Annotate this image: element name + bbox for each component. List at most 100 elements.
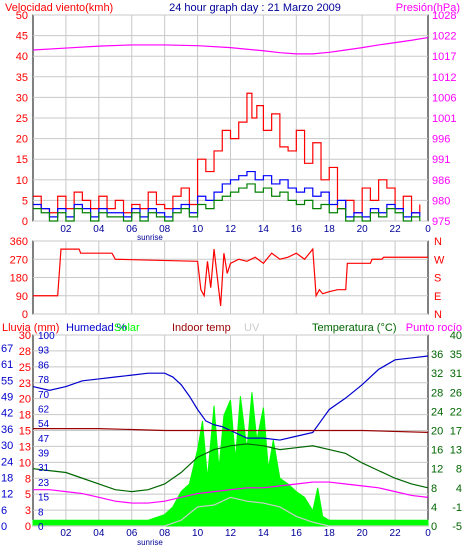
dewpoint-y-tick: 32 [431,368,443,380]
x-tick: 08 [159,528,171,539]
dewpoint-y-tick: 4 [431,502,437,514]
direction-y-tick: 270 [10,254,28,266]
temperature-y-tick: -5 [452,521,462,533]
outer-left-tick: 18 [1,472,13,484]
x-tick: 20 [357,224,369,235]
humidity-y-tick: 86 [38,360,50,371]
humidity-y-tick: 54 [38,419,50,430]
wind-y-tick: 5 [22,195,28,207]
dewpoint-y-tick: 20 [431,426,443,438]
climate-x-ticks: 02 04 06 08 10 12 14 16 18 20 22 0 [60,528,431,539]
wind-y-tick: 20 [16,134,28,146]
dewpoint-y-tick: 0 [431,521,437,533]
uv-label: UV [244,322,260,334]
rain-y-tick: 28 [19,346,31,358]
pressure-line [32,36,429,55]
x-tick: 04 [93,528,105,539]
rain-y-tick: 15 [19,426,31,438]
pressure-y-tick: 996 [432,134,450,146]
x-tick: 08 [159,224,171,235]
humidity-y-tick: 70 [38,390,50,401]
x-tick: 04 [93,224,105,235]
outer-left-tick: 49 [1,392,13,404]
humidity-y-ticks: 0 8 15 23 31 39 47 54 62 70 78 86 93 100 [38,331,55,533]
humidity-y-tick: 93 [38,346,50,357]
solar-area [32,392,429,527]
humidity-y-tick: 8 [38,507,44,518]
rain-y-tick: 3 [25,505,31,517]
rain-y-tick: 20 [19,394,31,406]
x-tick: 12 [225,528,237,539]
temperature-y-tick: 22 [450,406,462,418]
x-tick: 06 [126,224,138,235]
temperature-y-tick: 40 [450,330,462,342]
outer-left-tick: 55 [1,375,13,387]
x-tick: 16 [291,224,303,235]
humidity-y-tick: 62 [38,404,50,415]
indoor-temp-label: Indoor temp [172,322,231,334]
dewpoint-line [33,481,429,504]
direction-y-tick: 180 [10,273,28,285]
rain-y-tick: 25 [19,362,31,374]
wind-y-ticks: 0 5 10 15 20 25 30 35 40 45 50 [16,10,28,228]
x-tick: 18 [324,528,336,539]
outer-left-tick: 42 [1,408,13,420]
compass-tick: N [434,236,442,248]
pressure-y-tick: 1001 [432,113,456,125]
rain-y-tick: 23 [19,378,31,390]
rain-y-tick: 18 [19,410,31,422]
pressure-axis-title: Presión(hPa) [396,2,460,14]
outer-left-tick: 24 [1,456,13,468]
sunrise-label-bottom: sunrise [137,538,163,547]
x-tick: 22 [390,224,402,235]
wind-y-tick: 45 [16,31,28,43]
rain-y-tick: 8 [25,473,31,485]
dewpoint-y-tick: 8 [431,483,437,495]
x-tick: 16 [291,528,303,539]
compass-ticks: N E S W N [434,236,445,321]
wind-y-tick: 15 [16,154,28,166]
pressure-y-tick: 1006 [432,92,456,104]
dewpoint-y-tick: 12 [431,464,443,476]
pressure-y-tick: 986 [432,175,450,187]
wind-y-tick: 50 [16,10,28,22]
rain-y-tick: 10 [19,457,31,469]
wind-y-tick: 10 [16,175,28,187]
compass-tick: S [434,273,441,285]
temperature-y-tick: 8 [456,464,462,476]
humidity-y-tick: 78 [38,375,50,386]
temperature-y-tick: 31 [450,368,462,380]
pressure-y-tick: 1028 [432,10,456,22]
outer-left-tick: 67 [1,343,13,355]
x-tick: 20 [357,528,369,539]
pressure-y-tick: 980 [432,195,450,207]
humidity-y-tick: 47 [38,434,50,445]
dewpoint-y-tick: 36 [431,349,443,361]
x-tick: 10 [192,224,204,235]
pressure-y-tick: 1012 [432,72,456,84]
outer-left-tick: 36 [1,424,13,436]
humidity-y-tick: 100 [38,331,55,342]
rain-y-tick: 0 [25,521,31,533]
compass-tick: W [434,254,445,266]
pressure-y-tick: 991 [432,154,450,166]
wind-y-tick: 35 [16,72,28,84]
pressure-y-tick: 1022 [432,31,456,43]
x-tick: 14 [258,528,270,539]
temperature-label: Temperatura (°C) [312,322,396,334]
pressure-y-tick: 975 [432,216,450,228]
outer-left-ticks: 0 6 12 18 24 30 36 42 49 55 61 67 [1,343,13,533]
outer-left-tick: 6 [1,505,7,517]
humidity-y-tick: 31 [38,463,50,474]
pressure-y-tick: 1017 [432,51,456,63]
wind-y-tick: 40 [16,51,28,63]
rain-axis-title: Lluvia (mm) [2,322,59,334]
x-tick: 14 [258,224,270,235]
wind-x-ticks: 02 04 06 08 10 12 14 16 18 20 22 0 [60,224,431,235]
indoor_temp-line [33,427,429,434]
outer-left-tick: 61 [1,359,13,371]
bottom-solar-fill [32,392,429,527]
temperature-y-tick: 26 [450,387,462,399]
direction-y-tick: 0 [22,309,28,321]
